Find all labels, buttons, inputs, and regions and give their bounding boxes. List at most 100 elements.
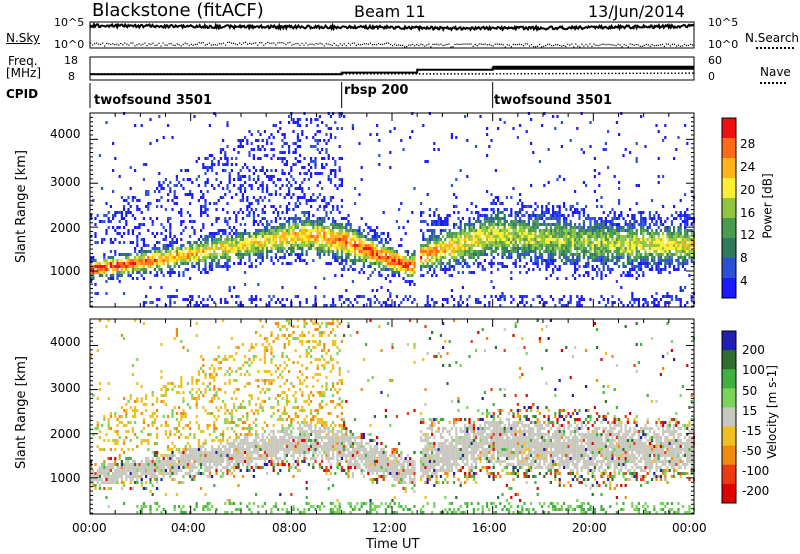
power-cell	[457, 232, 460, 235]
power-cell	[162, 181, 165, 184]
power-cell	[180, 220, 183, 223]
power-cell	[483, 268, 486, 271]
power-cell	[362, 271, 365, 274]
power-cell	[545, 238, 548, 241]
power-cell	[162, 274, 165, 277]
power-cell	[112, 190, 115, 193]
power-cell	[609, 259, 612, 262]
power-cell	[501, 226, 504, 229]
power-cell	[644, 259, 647, 262]
power-cell	[156, 274, 159, 277]
power-cell	[316, 196, 319, 199]
power-cell	[613, 262, 616, 265]
power-cell	[514, 241, 517, 244]
power-cell	[453, 235, 456, 238]
power-cell	[235, 157, 238, 160]
power-cell	[635, 238, 638, 241]
power-cell	[600, 259, 603, 262]
power-cell	[450, 136, 453, 139]
power-cell	[235, 241, 238, 244]
power-cell	[140, 124, 143, 127]
power-cell	[259, 133, 262, 136]
power-cell	[492, 241, 495, 244]
power-cell	[679, 226, 682, 229]
power-cell	[585, 253, 588, 256]
power-cell	[189, 193, 192, 196]
power-cell	[272, 175, 275, 178]
power-cell	[332, 301, 335, 304]
power-cell	[314, 229, 317, 232]
power-cell	[681, 220, 684, 223]
power-cell	[593, 256, 596, 259]
power-cell	[270, 220, 273, 223]
power-cell	[362, 304, 365, 307]
power-cell	[340, 247, 343, 250]
power-cell	[360, 235, 363, 238]
nsearch-point	[426, 44, 428, 46]
power-cell	[497, 238, 500, 241]
power-cell	[369, 298, 372, 301]
power-cell	[615, 253, 618, 256]
power-cell	[604, 232, 607, 235]
nsearch-point	[611, 44, 613, 46]
power-cell	[345, 256, 348, 259]
power-cell	[479, 244, 482, 247]
power-cell	[541, 229, 544, 232]
nsearch-point	[412, 43, 414, 46]
velocity-cell	[98, 475, 101, 478]
power-cell	[530, 256, 533, 259]
power-cell	[552, 115, 555, 118]
power-cell	[523, 214, 526, 217]
power-cell	[283, 142, 286, 145]
power-cell	[450, 265, 453, 268]
power-cell	[349, 265, 352, 268]
power-cell	[224, 232, 227, 235]
nsearch-point	[295, 42, 297, 45]
power-cell	[516, 229, 519, 232]
power-cell	[156, 217, 159, 220]
power-cell	[371, 256, 374, 259]
power-cell	[395, 220, 398, 223]
power-cell	[580, 250, 583, 253]
power-cell	[516, 220, 519, 223]
power-cell	[549, 235, 552, 238]
power-cell	[314, 133, 317, 136]
velocity-cell	[107, 427, 110, 430]
power-cell	[387, 259, 390, 262]
velocity-cell	[103, 415, 106, 418]
power-cell	[488, 226, 491, 229]
power-cell	[523, 223, 526, 226]
nsearch-point	[520, 43, 523, 46]
power-cell	[354, 250, 357, 253]
power-cell	[118, 253, 121, 256]
power-cell	[314, 226, 317, 229]
power-cell	[334, 247, 337, 250]
power-cell	[593, 190, 596, 193]
power-cell	[508, 226, 511, 229]
power-cell	[241, 232, 244, 235]
power-cell	[369, 274, 372, 277]
power-cell	[556, 178, 559, 181]
power-cell	[677, 229, 680, 232]
power-cell	[241, 211, 244, 214]
power-cell	[662, 241, 665, 244]
power-cell	[332, 229, 335, 232]
power-cell	[530, 247, 533, 250]
power-cell	[131, 262, 134, 265]
power-cell	[618, 250, 621, 253]
power-cell	[657, 130, 660, 133]
power-cell	[391, 247, 394, 250]
power-cell	[305, 124, 308, 127]
power-cell	[340, 244, 343, 247]
power-cell	[439, 259, 442, 262]
power-cell	[439, 232, 442, 235]
power-cell	[112, 226, 115, 229]
power-cell	[345, 259, 348, 262]
power-cell	[156, 298, 159, 301]
power-cell	[664, 244, 667, 247]
power-cell	[576, 247, 579, 250]
power-cell	[329, 211, 332, 214]
power-cell	[340, 217, 343, 220]
power-cell	[398, 304, 401, 307]
power-cell	[541, 124, 544, 127]
